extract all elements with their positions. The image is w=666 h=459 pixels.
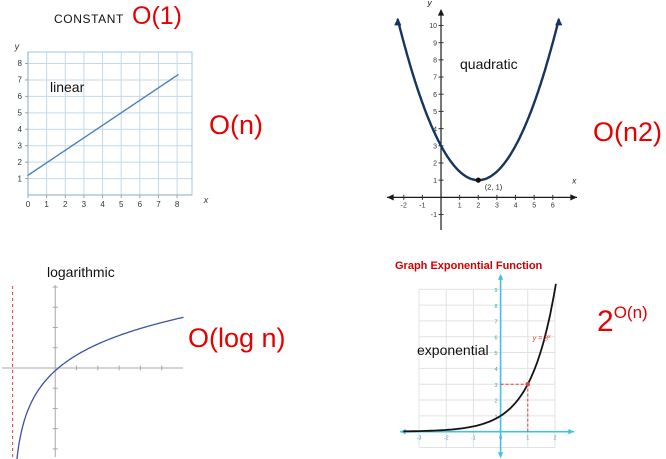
svg-text:y = 3x: y = 3x bbox=[532, 334, 551, 343]
svg-text:6: 6 bbox=[18, 92, 23, 101]
svg-text:6: 6 bbox=[495, 335, 498, 341]
svg-text:0: 0 bbox=[499, 436, 502, 442]
exp-superscript: O(n) bbox=[613, 303, 648, 322]
svg-text:9: 9 bbox=[433, 40, 437, 47]
svg-text:-3: -3 bbox=[417, 436, 422, 442]
linear-chart-label: linear bbox=[50, 79, 85, 95]
svg-text:1: 1 bbox=[44, 200, 49, 209]
logarithmic-chart-label: logarithmic bbox=[47, 264, 115, 280]
svg-text:5: 5 bbox=[532, 202, 536, 209]
svg-text:4: 4 bbox=[433, 126, 437, 133]
svg-text:10: 10 bbox=[429, 23, 437, 30]
svg-text:5: 5 bbox=[433, 109, 437, 116]
svg-text:6: 6 bbox=[433, 92, 437, 99]
quadratic-chart-label: quadratic bbox=[460, 56, 518, 72]
svg-text:1: 1 bbox=[526, 436, 529, 442]
big-o-linear-label: O(n) bbox=[209, 110, 263, 140]
linear-growth-chart: 0 1 2 3 4 5 6 7 8 1 2 3 4 5 6 7 8 y x bbox=[14, 42, 209, 209]
svg-text:4: 4 bbox=[495, 367, 498, 373]
svg-text:8: 8 bbox=[433, 58, 437, 65]
svg-text:1: 1 bbox=[18, 174, 23, 183]
svg-text:2: 2 bbox=[495, 399, 498, 405]
quadratic-growth-chart: -2 -1 1 2 3 4 5 6 -1 1 2 3 4 5 6 7 8 9 10 (2, 1) y x bbox=[387, 0, 577, 230]
svg-text:1: 1 bbox=[458, 202, 462, 209]
svg-text:2: 2 bbox=[476, 202, 480, 209]
svg-text:6: 6 bbox=[551, 202, 555, 209]
svg-text:4: 4 bbox=[514, 202, 518, 209]
svg-text:6: 6 bbox=[138, 200, 143, 209]
svg-text:3: 3 bbox=[433, 143, 437, 150]
svg-text:5: 5 bbox=[18, 109, 23, 118]
svg-text:7: 7 bbox=[18, 76, 23, 85]
svg-text:1: 1 bbox=[433, 178, 437, 185]
svg-text:4: 4 bbox=[100, 200, 105, 209]
svg-text:7: 7 bbox=[433, 75, 437, 82]
constant-label: CONSTANT bbox=[54, 12, 124, 26]
svg-text:3: 3 bbox=[18, 141, 23, 150]
svg-text:8: 8 bbox=[18, 59, 23, 68]
svg-text:9: 9 bbox=[495, 288, 498, 294]
svg-text:4: 4 bbox=[18, 125, 23, 134]
big-o-quadratic-label: O(n2) bbox=[593, 117, 663, 147]
svg-text:2: 2 bbox=[553, 436, 556, 442]
exp-base-digit: 2 bbox=[597, 305, 614, 338]
svg-text:2: 2 bbox=[63, 200, 68, 209]
svg-text:5: 5 bbox=[495, 351, 498, 357]
svg-text:y: y bbox=[426, 0, 432, 8]
svg-text:0: 0 bbox=[26, 200, 31, 209]
exponential-chart-label: exponential bbox=[417, 342, 489, 358]
svg-text:3: 3 bbox=[82, 200, 87, 209]
svg-text:5: 5 bbox=[119, 200, 124, 209]
big-o-logarithmic-label: O(log n) bbox=[188, 323, 286, 353]
svg-text:2: 2 bbox=[18, 158, 23, 167]
svg-text:3: 3 bbox=[495, 383, 498, 389]
big-o-constant-label: O(1) bbox=[132, 2, 182, 30]
svg-text:7: 7 bbox=[156, 200, 161, 209]
svg-text:2: 2 bbox=[433, 161, 437, 168]
svg-text:x: x bbox=[203, 195, 209, 205]
svg-text:(2, 1): (2, 1) bbox=[485, 183, 503, 192]
exponential-chart-title: Graph Exponential Function bbox=[395, 260, 543, 272]
logarithmic-growth-chart bbox=[2, 285, 184, 459]
svg-text:-2: -2 bbox=[401, 202, 407, 209]
svg-text:-1: -1 bbox=[471, 436, 476, 442]
svg-text:8: 8 bbox=[495, 304, 498, 310]
svg-text:-2: -2 bbox=[444, 436, 449, 442]
svg-text:y: y bbox=[14, 42, 20, 52]
svg-text:8: 8 bbox=[175, 200, 180, 209]
svg-text:7: 7 bbox=[495, 320, 498, 326]
svg-text:3: 3 bbox=[495, 202, 499, 209]
svg-text:-1: -1 bbox=[419, 202, 425, 209]
svg-text:x: x bbox=[571, 176, 577, 186]
svg-text:-1: -1 bbox=[431, 212, 437, 219]
big-o-exponential-label: 2O(n) bbox=[597, 303, 648, 339]
